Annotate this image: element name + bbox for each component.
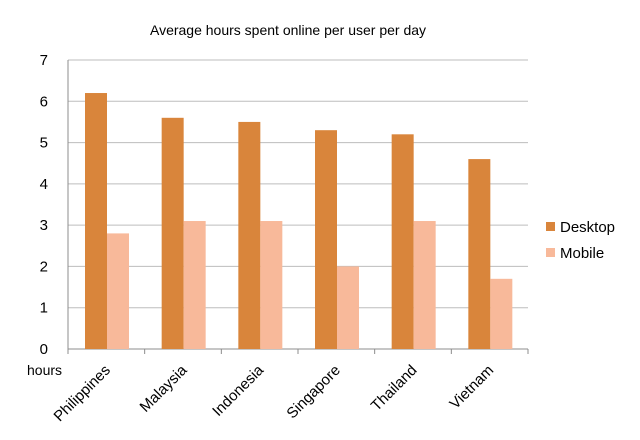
chart-title: Average hours spent online per user per … [150,22,426,38]
bar-desktop-thailand [391,134,414,349]
axes [67,60,529,354]
x-tick-labels: Philippines Malaysia Indonesia Singapore Tha… [51,361,498,425]
legend-swatch-mobile [546,248,555,257]
bars [85,93,513,350]
y-tick-labels: 0 1 2 3 4 5 6 7 [40,52,48,358]
bar-mobile-thailand [413,221,436,349]
y-tick-label: 0 [40,341,48,358]
x-tick-label: Vietnam [446,362,497,413]
bar-desktop-singapore [315,130,337,349]
y-tick-label: 3 [40,217,48,234]
bar-mobile-philippines [107,233,129,349]
bar-desktop-indonesia [238,121,261,349]
y-tick-label: 5 [40,135,48,152]
bar-desktop-philippines [85,93,107,350]
bar-mobile-indonesia [260,221,283,349]
legend-label-mobile: Mobile [560,245,604,262]
gridlines [68,59,528,309]
x-tick-label: Thailand [368,362,421,415]
bar-desktop-malaysia [161,117,184,349]
x-tick-label: Indonesia [209,361,267,419]
legend-swatch-desktop [546,222,555,231]
legend-label-desktop: Desktop [560,219,615,236]
y-unit-label: hours [27,362,62,378]
y-tick-label: 4 [40,176,48,193]
x-tick-label: Singapore [283,362,343,422]
bar-desktop-vietnam [468,159,491,349]
y-tick-label: 1 [40,300,48,317]
legend: Desktop Mobile [546,219,615,262]
x-tick-label: Malaysia [137,361,191,415]
bar-mobile-singapore [337,266,359,349]
bar-mobile-vietnam [490,278,513,349]
y-tick-label: 7 [40,52,48,69]
y-tick-label: 2 [40,258,48,275]
bar-mobile-malaysia [183,221,206,349]
y-tick-label: 6 [40,93,48,110]
